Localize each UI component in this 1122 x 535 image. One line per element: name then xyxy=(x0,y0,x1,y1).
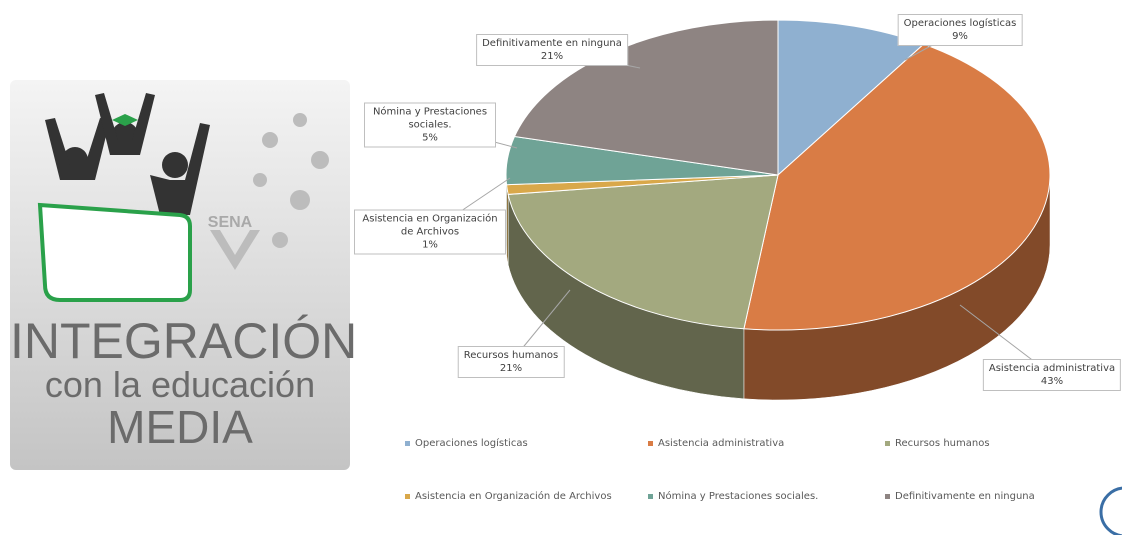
legend-entry: Asistencia administrativa xyxy=(648,438,784,449)
data-label-value: 9% xyxy=(952,31,968,42)
logo-brand: SENA xyxy=(207,214,253,231)
data-label: Asistencia administrativa 43% xyxy=(982,359,1122,391)
legend-label: Asistencia en Organización de Archivos xyxy=(415,491,612,502)
logo-people xyxy=(45,93,210,215)
data-label-name: Asistencia en Organización de Archivos xyxy=(362,213,498,238)
data-label-name: Nómina y Prestaciones sociales. xyxy=(372,106,488,131)
logo-line: INTEGRACIÓN xyxy=(10,313,358,369)
logo-line: con la educación xyxy=(44,364,316,405)
data-label: Asistencia en Organización de Archivos 1% xyxy=(354,209,506,255)
logo-decoration xyxy=(210,113,329,270)
slice xyxy=(743,43,1051,331)
legend-label: Asistencia administrativa xyxy=(658,438,785,449)
legend-label: Definitivamente en ninguna xyxy=(895,491,1035,502)
legend-entry: Nómina y Prestaciones sociales. xyxy=(648,491,818,502)
data-label: Definitivamente en ninguna 21% xyxy=(476,34,628,66)
data-label: Recursos humanos 21% xyxy=(457,346,565,378)
legend-entry: Operaciones logísticas xyxy=(405,438,528,449)
legend-swatch xyxy=(648,493,653,499)
data-label-name: Operaciones logísticas xyxy=(903,18,1017,29)
data-label: Operaciones logísticas 9% xyxy=(897,14,1023,46)
data-label-name: Definitivamente en ninguna xyxy=(482,38,622,49)
legend-label: Nómina y Prestaciones sociales. xyxy=(658,491,819,502)
logo xyxy=(10,80,350,470)
data-label-value: 21% xyxy=(499,363,523,374)
legend-swatch xyxy=(885,493,890,499)
data-label-value: 5% xyxy=(422,132,438,144)
legend-swatch xyxy=(405,440,410,446)
data-label-value: 21% xyxy=(540,51,564,62)
legend-entry: Asistencia en Organización de Archivos xyxy=(405,491,612,502)
data-label-name: Asistencia administrativa xyxy=(988,363,1116,374)
slide-decoration xyxy=(1099,486,1122,535)
legend-swatch xyxy=(405,493,410,499)
data-label-value: 1% xyxy=(422,239,438,251)
legend-label: Recursos humanos xyxy=(895,438,990,449)
legend-entry: Definitivamente en ninguna xyxy=(885,491,1035,502)
data-label: Nómina y Prestaciones sociales. 5% xyxy=(364,102,496,148)
data-label-value: 43% xyxy=(1040,376,1064,387)
legend-swatch xyxy=(648,440,653,446)
logo-line: MEDIA xyxy=(107,401,253,453)
logo-hand xyxy=(37,202,192,302)
slice xyxy=(507,174,779,330)
legend-entry: Recursos humanos xyxy=(885,438,990,449)
legend-swatch xyxy=(885,440,890,446)
legend-label: Operaciones logísticas xyxy=(415,438,528,449)
data-label-name: Recursos humanos xyxy=(463,350,559,361)
